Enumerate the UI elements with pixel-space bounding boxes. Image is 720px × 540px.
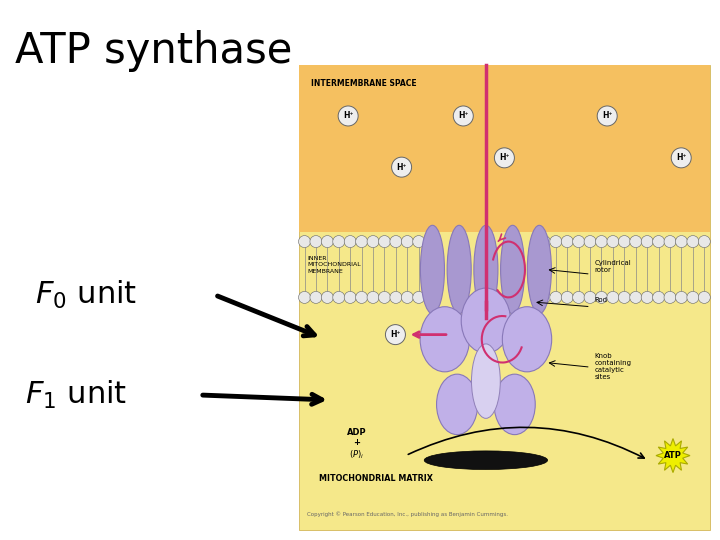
Circle shape <box>356 292 368 303</box>
Circle shape <box>607 235 619 247</box>
Circle shape <box>584 292 596 303</box>
Circle shape <box>664 292 676 303</box>
Ellipse shape <box>424 451 548 469</box>
Bar <box>299 65 710 232</box>
Circle shape <box>687 292 699 303</box>
Circle shape <box>561 292 573 303</box>
Text: H⁺: H⁺ <box>343 111 354 120</box>
Circle shape <box>424 292 436 303</box>
Circle shape <box>310 292 322 303</box>
Text: ADP
+
$(P)_i$: ADP + $(P)_i$ <box>346 428 366 461</box>
Circle shape <box>618 292 630 303</box>
Circle shape <box>698 235 711 247</box>
Ellipse shape <box>420 225 444 314</box>
Ellipse shape <box>447 225 471 314</box>
Text: Cylindrical
rotor: Cylindrical rotor <box>595 260 631 273</box>
Circle shape <box>698 292 711 303</box>
Circle shape <box>495 148 514 168</box>
Circle shape <box>618 235 630 247</box>
Circle shape <box>299 235 310 247</box>
Circle shape <box>572 292 585 303</box>
Circle shape <box>595 235 608 247</box>
Bar <box>299 65 710 530</box>
Circle shape <box>652 235 665 247</box>
Circle shape <box>597 106 617 126</box>
Text: Knob
containing
catalytic
sites: Knob containing catalytic sites <box>595 353 632 380</box>
Text: H⁺: H⁺ <box>390 330 401 339</box>
Circle shape <box>642 292 653 303</box>
Circle shape <box>652 292 665 303</box>
Circle shape <box>310 235 322 247</box>
Text: ATP: ATP <box>664 451 682 460</box>
Circle shape <box>333 235 345 247</box>
Circle shape <box>454 106 473 126</box>
Text: MITOCHONDRIAL MATRIX: MITOCHONDRIAL MATRIX <box>320 474 433 483</box>
Circle shape <box>401 235 413 247</box>
Polygon shape <box>656 438 690 472</box>
Circle shape <box>338 106 358 126</box>
Circle shape <box>572 235 585 247</box>
Circle shape <box>356 235 368 247</box>
Circle shape <box>630 292 642 303</box>
Circle shape <box>550 235 562 247</box>
Circle shape <box>390 292 402 303</box>
Circle shape <box>344 235 356 247</box>
Circle shape <box>675 292 688 303</box>
Circle shape <box>379 292 390 303</box>
Circle shape <box>642 235 653 247</box>
Ellipse shape <box>527 225 552 314</box>
Text: $F_1$ unit: $F_1$ unit <box>25 379 127 411</box>
Circle shape <box>630 235 642 247</box>
Circle shape <box>550 292 562 303</box>
Circle shape <box>687 235 699 247</box>
Text: ATP synthase: ATP synthase <box>15 30 292 72</box>
Circle shape <box>671 148 691 168</box>
Ellipse shape <box>420 307 469 372</box>
Ellipse shape <box>500 225 525 314</box>
Circle shape <box>321 235 333 247</box>
Circle shape <box>385 325 405 345</box>
Circle shape <box>413 235 425 247</box>
Circle shape <box>607 292 619 303</box>
Circle shape <box>595 292 608 303</box>
Text: H⁺: H⁺ <box>396 163 407 172</box>
Circle shape <box>390 235 402 247</box>
Text: H⁺: H⁺ <box>499 153 510 163</box>
Circle shape <box>424 235 436 247</box>
Circle shape <box>367 292 379 303</box>
Ellipse shape <box>503 307 552 372</box>
Ellipse shape <box>436 374 477 435</box>
Text: Rod: Rod <box>595 298 608 303</box>
Circle shape <box>664 235 676 247</box>
Circle shape <box>561 235 573 247</box>
Circle shape <box>367 235 379 247</box>
Circle shape <box>321 292 333 303</box>
Circle shape <box>675 235 688 247</box>
Circle shape <box>344 292 356 303</box>
Circle shape <box>299 292 310 303</box>
Text: $F_0$ unit: $F_0$ unit <box>35 279 137 311</box>
Circle shape <box>392 157 412 177</box>
Ellipse shape <box>494 374 535 435</box>
Circle shape <box>401 292 413 303</box>
Text: INNER
MITOCHONDRIAL
MEMBRANE: INNER MITOCHONDRIAL MEMBRANE <box>307 256 361 274</box>
Circle shape <box>413 292 425 303</box>
Circle shape <box>539 292 550 303</box>
Text: Copyright © Pearson Education, Inc., publishing as Benjamin Cummings.: Copyright © Pearson Education, Inc., pub… <box>307 511 508 517</box>
Text: INTERMEMBRANE SPACE: INTERMEMBRANE SPACE <box>311 79 417 88</box>
Text: H⁺: H⁺ <box>676 153 686 163</box>
Circle shape <box>539 235 550 247</box>
Ellipse shape <box>474 225 498 314</box>
Circle shape <box>584 235 596 247</box>
Circle shape <box>379 235 390 247</box>
Text: H⁺: H⁺ <box>458 111 469 120</box>
Circle shape <box>333 292 345 303</box>
Ellipse shape <box>472 344 500 418</box>
Ellipse shape <box>462 288 510 353</box>
Text: H⁺: H⁺ <box>602 111 613 120</box>
